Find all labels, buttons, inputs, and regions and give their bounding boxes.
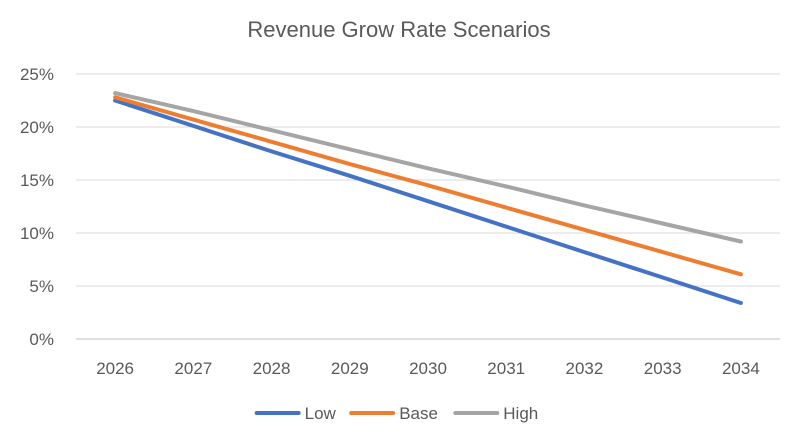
x-tick-label: 2028 xyxy=(253,359,291,378)
x-tick-label: 2034 xyxy=(722,359,760,378)
x-tick-label: 2032 xyxy=(566,359,604,378)
x-tick-label: 2027 xyxy=(174,359,212,378)
x-tick-label: 2030 xyxy=(409,359,447,378)
y-tick-label: 25% xyxy=(20,65,54,84)
series-line-base xyxy=(113,95,743,277)
x-axis-tick-labels: 2026 2027 2028 2029 2030 2031 2032 2033 2034 xyxy=(96,359,760,378)
x-tick-label: 2026 xyxy=(96,359,134,378)
y-tick-label: 15% xyxy=(20,171,54,190)
x-tick-label: 2031 xyxy=(487,359,525,378)
chart-title: Revenue Grow Rate Scenarios xyxy=(247,17,550,42)
y-tick-label: 20% xyxy=(20,118,54,137)
x-tick-label: 2029 xyxy=(331,359,369,378)
legend: Low Base High xyxy=(254,404,538,423)
series-line-low xyxy=(113,98,743,305)
y-tick-label: 0% xyxy=(29,330,54,349)
legend-label-low: Low xyxy=(305,404,337,423)
y-axis-tick-labels: 0% 5% 10% 15% 20% 25% xyxy=(20,65,54,349)
gridlines xyxy=(76,73,780,340)
series-line-high xyxy=(113,91,743,244)
x-tick-label: 2033 xyxy=(644,359,682,378)
y-tick-label: 10% xyxy=(20,224,54,243)
legend-label-high: High xyxy=(503,404,538,423)
legend-label-base: Base xyxy=(399,404,438,423)
y-tick-label: 5% xyxy=(29,277,54,296)
series-lines xyxy=(113,91,743,305)
